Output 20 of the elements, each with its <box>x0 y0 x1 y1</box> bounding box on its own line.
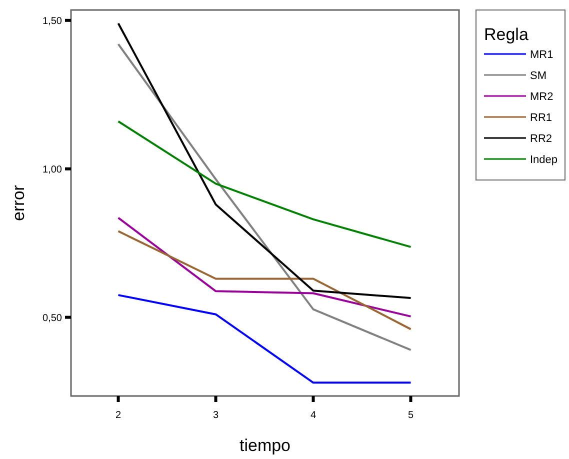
legend-label: RR2 <box>530 133 552 145</box>
y-tick-label: 0,50 <box>42 312 62 324</box>
x-tick-label: 2 <box>116 410 122 421</box>
x-axis-title: tiempo <box>239 436 291 455</box>
legend-label: Indep <box>530 154 558 166</box>
legend-label: SM <box>530 70 546 82</box>
x-tick-label: 4 <box>310 410 316 421</box>
y-tick-label: 1,50 <box>42 16 62 27</box>
legend-title: Regla <box>484 25 529 44</box>
y-axis-title: error <box>9 184 28 221</box>
line-series <box>117 216 412 318</box>
line-series <box>117 22 412 300</box>
y-tick-label: 1,00 <box>42 164 62 176</box>
legend-label: MR1 <box>530 49 554 61</box>
x-tick-label: 5 <box>408 410 414 421</box>
line-series <box>117 43 412 351</box>
x-tick-label: 3 <box>212 410 219 421</box>
line-series <box>117 120 412 248</box>
legend-label: MR2 <box>530 91 554 103</box>
legend-label: RR1 <box>530 112 552 124</box>
